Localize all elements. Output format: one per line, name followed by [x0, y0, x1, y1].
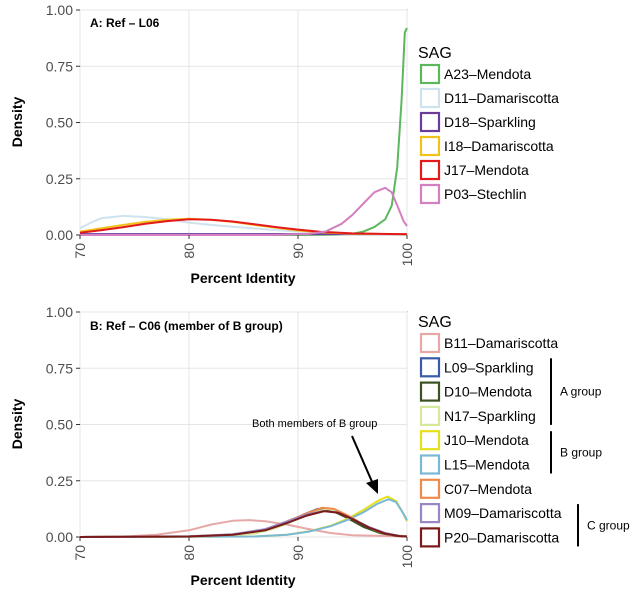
legend-swatch: [419, 87, 441, 109]
x-tick-label: 70: [72, 243, 88, 259]
panel-a-x-title: Percent Identity: [190, 270, 295, 286]
panel-a-y-ticks: 0.00 0.25 0.50 0.75 1.00: [46, 2, 80, 243]
legend-swatch: [419, 454, 441, 475]
legend-label: N17–Sparkling: [444, 408, 536, 424]
legend-swatch: [419, 405, 441, 426]
panel-b-grid: [79, 311, 408, 538]
panel-b: B: Ref – C06 (member of B group) 0.00 0.2…: [9, 304, 630, 588]
legend-label: L15–Mendota: [444, 457, 530, 473]
legend-item-d18-sparkling: D18–Sparkling: [419, 111, 536, 133]
legend-swatch: [419, 478, 441, 499]
legend-label: B11–Damariscotta: [444, 335, 558, 351]
panel-b-series: [79, 495, 408, 538]
panel-a-legend-title: SAG: [418, 45, 452, 62]
y-tick-label: 0.50: [46, 115, 73, 131]
panel-b-legend-title: SAG: [418, 314, 452, 331]
panel-b-x-title: Percent Identity: [190, 572, 295, 588]
x-tick-label: 80: [181, 243, 197, 259]
panel-a-x-ticks: 70 80 90 100: [72, 235, 415, 266]
x-tick-label: 80: [181, 545, 197, 561]
legend-label: J10–Mendota: [444, 432, 529, 448]
legend-swatch: [419, 357, 441, 378]
x-tick-label: 100: [399, 243, 415, 267]
panel-b-y-title: Density: [9, 399, 25, 450]
legend-item-m09-damariscotta: M09–Damariscotta: [419, 503, 562, 524]
legend-swatch: [419, 63, 441, 85]
legend-item-l15-mendota: L15–Mendota: [419, 454, 530, 475]
y-tick-label: 0.75: [46, 58, 73, 74]
group-label-c-group: C group: [587, 518, 630, 532]
y-tick-label: 0.25: [46, 473, 73, 489]
x-tick-label: 90: [290, 243, 306, 259]
legend-swatch: [419, 381, 441, 402]
y-tick-label: 0.00: [46, 529, 73, 545]
x-tick-label: 70: [72, 545, 88, 561]
legend-swatch: [419, 135, 441, 157]
legend-label: P20–Damariscotta: [444, 529, 559, 545]
legend-label: M09–Damariscotta: [444, 505, 562, 521]
legend-item-d10-mendota: D10–Mendota: [419, 381, 532, 402]
legend-swatch: [419, 159, 441, 181]
legend-label: A23–Mendota: [444, 66, 531, 82]
legend-label: J17–Mendota: [444, 162, 529, 178]
panel-a-legend: SAG A23–Mendota D11–Damariscotta D18–Spark…: [418, 45, 559, 205]
legend-swatch: [419, 183, 441, 205]
legend-label: P03–Stechlin: [444, 186, 527, 202]
legend-item-c07-mendota: C07–Mendota: [419, 478, 532, 499]
series-line-b11-damariscotta: [79, 519, 408, 538]
legend-label: D18–Sparkling: [444, 114, 536, 130]
y-tick-label: 0.25: [46, 171, 73, 187]
legend-item-d11-damariscotta: D11–Damariscotta: [419, 87, 559, 109]
legend-swatch: [419, 332, 441, 354]
legend-item-i18-damariscotta: I18–Damariscotta: [419, 135, 554, 157]
series-line-p20-damariscotta: [79, 510, 408, 538]
legend-label: D11–Damariscotta: [444, 90, 559, 106]
panel-a-y-title: Density: [9, 97, 25, 148]
x-tick-label: 100: [399, 545, 415, 569]
annotation-label: Both members of B group: [252, 418, 377, 430]
legend-swatch: [419, 503, 441, 524]
group-label-b-group: B group: [560, 445, 602, 459]
y-tick-label: 0.75: [46, 360, 73, 376]
panel-b-legend: SAG B11–Damariscotta L09–Sparkling D10–Men…: [418, 314, 562, 548]
legend-label: C07–Mendota: [444, 481, 532, 497]
series-line-p03-stechlin: [80, 186, 408, 236]
legend-label: D10–Mendota: [444, 384, 532, 400]
legend-label: L09–Sparkling: [444, 359, 534, 375]
legend-swatch: [419, 527, 441, 548]
panel-b-x-ticks: 70 80 90 100: [72, 537, 415, 568]
panel-a-title: A: Ref – L06: [90, 16, 160, 30]
panel-a: A: Ref – L06 0.00 0.25 0.50 0.75 1.00 70 80 90…: [9, 2, 559, 286]
legend-item-l09-sparkling: L09–Sparkling: [419, 357, 534, 378]
panel-b-y-ticks: 0.00 0.25 0.50 0.75 1.00: [46, 304, 80, 545]
y-tick-label: 0.00: [46, 227, 73, 243]
legend-item-n17-sparkling: N17–Sparkling: [419, 405, 536, 426]
legend-item-j17-mendota: J17–Mendota: [419, 159, 529, 181]
y-tick-label: 0.50: [46, 417, 73, 433]
panel-b-group-brackets: A group B group C group: [550, 358, 630, 547]
legend-item-j10-mendota: J10–Mendota: [419, 430, 529, 451]
annotation-arrow: [351, 435, 378, 494]
legend-item-p20-damariscotta: P20–Damariscotta: [419, 527, 559, 548]
series-line-j17-mendota: [79, 218, 408, 236]
y-tick-label: 1.00: [46, 304, 73, 320]
series-line-l15-mendota: [79, 498, 408, 538]
legend-swatch: [419, 430, 441, 451]
group-label-a-group: A group: [560, 385, 602, 399]
panel-b-title: B: Ref – C06 (member of B group): [90, 319, 283, 333]
x-tick-label: 90: [290, 545, 306, 561]
legend-item-a23-mendota: A23–Mendota: [419, 63, 531, 85]
legend-swatch: [419, 111, 441, 133]
legend-item-b11-damariscotta: B11–Damariscotta: [419, 332, 558, 354]
legend-label: I18–Damariscotta: [444, 138, 554, 154]
legend-item-p03-stechlin: P03–Stechlin: [419, 183, 527, 205]
y-tick-label: 1.00: [46, 2, 73, 18]
